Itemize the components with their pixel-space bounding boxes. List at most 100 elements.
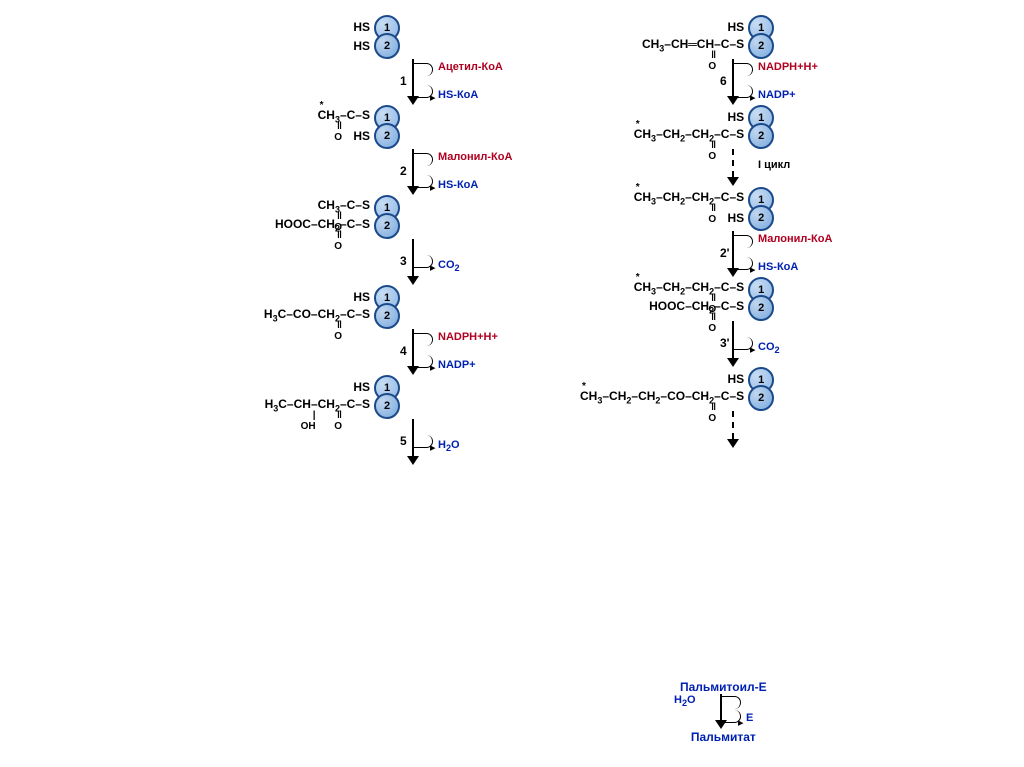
lower-binding: HS [353, 35, 374, 56]
circle-2: 2 [748, 385, 774, 411]
reactant-in: Ацетил-КоА [438, 61, 503, 73]
upper-binding: HS [642, 16, 748, 37]
curve-in [414, 153, 433, 166]
chemical-formula: HOOC–CH2–C–S‖O [649, 299, 744, 315]
step-number: 6 [720, 74, 727, 88]
upper-binding: HS [265, 376, 374, 397]
curve-in [734, 235, 753, 248]
curve-in [414, 63, 433, 76]
chemical-formula: HS [353, 39, 370, 53]
arrow-head-icon [727, 358, 739, 367]
arrow-out-icon: ▸ [750, 263, 756, 276]
enzyme-circles: 1 2 [748, 187, 774, 229]
cycle-label: I цикл [758, 159, 790, 171]
product-out: CO2 [758, 341, 780, 355]
upper-binding: HS [264, 286, 374, 307]
curve-in [734, 63, 753, 76]
dashed-arrow [732, 411, 734, 439]
upper-binding: HS [580, 368, 748, 389]
step-number: 3 [400, 254, 407, 268]
lower-binding: HS [318, 125, 374, 146]
arrow-out-icon: ▸ [738, 716, 744, 729]
lower-binding: HOOC–CH2–C–S‖O [634, 297, 748, 318]
circle-2: 2 [748, 33, 774, 59]
upper-binding: CH3–CH2–CH2–C–S‖O [634, 278, 748, 299]
right-pathway: HS CH3–CH═CH–C–S‖O 1 2 6 NADPH+H+ ▸ NADP… [580, 15, 774, 449]
product-out: NADP+ [758, 89, 796, 101]
chemical-formula: CH3–CH2–CH2–C–S‖O [634, 190, 744, 206]
enzyme-complex: CH3–C–S‖O HS 1 2 [260, 105, 400, 147]
reactant-in: Малонил-КоА [438, 151, 512, 163]
enzyme-complex: HS CH3–CH2–CH2–C–S‖O 1 2 [580, 105, 774, 147]
chemical-formula: CH3–CH2–CH2–C–S‖O [634, 127, 744, 143]
circle-2: 2 [374, 33, 400, 59]
lower-binding: HS [634, 207, 748, 228]
enzyme-circles: 1 2 [374, 375, 400, 417]
chemical-formula: CH3–C–S‖O [318, 108, 370, 124]
upper-binding: HS [634, 106, 748, 127]
enzyme-complex: CH3–CH2–CH2–C–S‖O HS 1 2 [580, 187, 774, 229]
dashed-transition [720, 411, 774, 449]
dashed-arrow [732, 149, 734, 177]
reaction-step: 6 NADPH+H+ ▸ NADP+ [720, 59, 774, 105]
chemical-formula: CH3–CH2–CH2–CO–CH2–C–S‖O [580, 389, 744, 405]
chemical-formula: H3C–CH–CH2–C–S|OH ‖O [265, 397, 370, 413]
reactant-in: Малонил-КоА [758, 233, 832, 245]
final-products: Пальмитоил-E H2O ▸ E Пальмитат [680, 680, 767, 744]
chemical-formula: HS [353, 380, 370, 394]
curve-in [722, 696, 741, 709]
product-out: CO2 [438, 259, 460, 273]
product-out: HS-КоА [758, 261, 798, 273]
reactant-in: NADPH+H+ [758, 61, 818, 73]
step-number: 3' [720, 336, 730, 350]
circle-2: 2 [374, 213, 400, 239]
upper-binding: CH3–C–S‖O [318, 106, 374, 127]
product-out: H2O [438, 439, 460, 453]
arrow-out-icon: ▸ [750, 343, 756, 356]
final-reaction: H2O ▸ E [708, 694, 767, 730]
enzyme-circles: 1 2 [748, 367, 774, 409]
chemical-formula: HOOC–CH2–C–S‖O [275, 217, 370, 233]
chemical-formula: HS [727, 110, 744, 124]
arrow-out-icon: ▸ [430, 91, 436, 104]
lower-binding: H3C–CH–CH2–C–S|OH ‖O [265, 395, 374, 416]
circle-2: 2 [748, 295, 774, 321]
lower-binding: H3C–CO–CH2–C–S‖O [264, 305, 374, 326]
upper-binding: CH3–C–S‖O [275, 196, 374, 217]
left-pathway: HS HS 1 2 1 Ацетил-КоА ▸ HS-КоА CH3–C–S‖… [260, 15, 400, 465]
reactant-in: NADPH+H+ [438, 331, 498, 343]
lower-binding: CH3–CH2–CH2–C–S‖O [634, 125, 748, 146]
circle-2: 2 [748, 205, 774, 231]
arrow-head-icon [407, 276, 419, 285]
chemical-formula: HS [353, 20, 370, 34]
circle-2: 2 [374, 303, 400, 329]
enzyme-complex: HS CH3–CH═CH–C–S‖O 1 2 [580, 15, 774, 57]
enzyme-complex: HS H3C–CH–CH2–C–S|OH ‖O 1 2 [260, 375, 400, 417]
arrow-out-icon: ▸ [430, 181, 436, 194]
chemical-formula: HS [727, 20, 744, 34]
step-number: 1 [400, 74, 407, 88]
arrow-out-icon: ▸ [750, 91, 756, 104]
arrow-head-icon [727, 439, 739, 448]
step-number: 2 [400, 164, 407, 178]
step-number: 4 [400, 344, 407, 358]
palmitoyl-label: Пальмитоил-E [680, 680, 767, 694]
enzyme-circles: 1 2 [374, 285, 400, 327]
reaction-step: 2' Малонил-КоА ▸ HS-КоА [720, 231, 774, 277]
chemical-formula: H3C–CO–CH2–C–S‖O [264, 307, 370, 323]
chemical-formula: HS [727, 372, 744, 386]
enzyme-complex: HS H3C–CO–CH2–C–S‖O 1 2 [260, 285, 400, 327]
enzyme-out: E [746, 712, 753, 724]
upper-binding: CH3–CH2–CH2–C–S‖O [634, 188, 748, 209]
step-number: 2' [720, 246, 730, 260]
chemical-formula: HS [727, 211, 744, 225]
curve-in [414, 333, 433, 346]
enzyme-complex: HS CH3–CH2–CH2–CO–CH2–C–S‖O 1 2 [580, 367, 774, 409]
dashed-transition: I цикл [720, 149, 774, 187]
chemical-formula: CH3–CH═CH–C–S‖O [642, 37, 744, 53]
enzyme-complex: CH3–CH2–CH2–C–S‖O HOOC–CH2–C–S‖O 1 2 [580, 277, 774, 319]
enzyme-circles: 1 2 [748, 15, 774, 57]
chemical-formula: HS [353, 129, 370, 143]
water-in: H2O [674, 694, 696, 708]
enzyme-complex: CH3–C–S‖O HOOC–CH2–C–S‖O 1 2 [260, 195, 400, 237]
